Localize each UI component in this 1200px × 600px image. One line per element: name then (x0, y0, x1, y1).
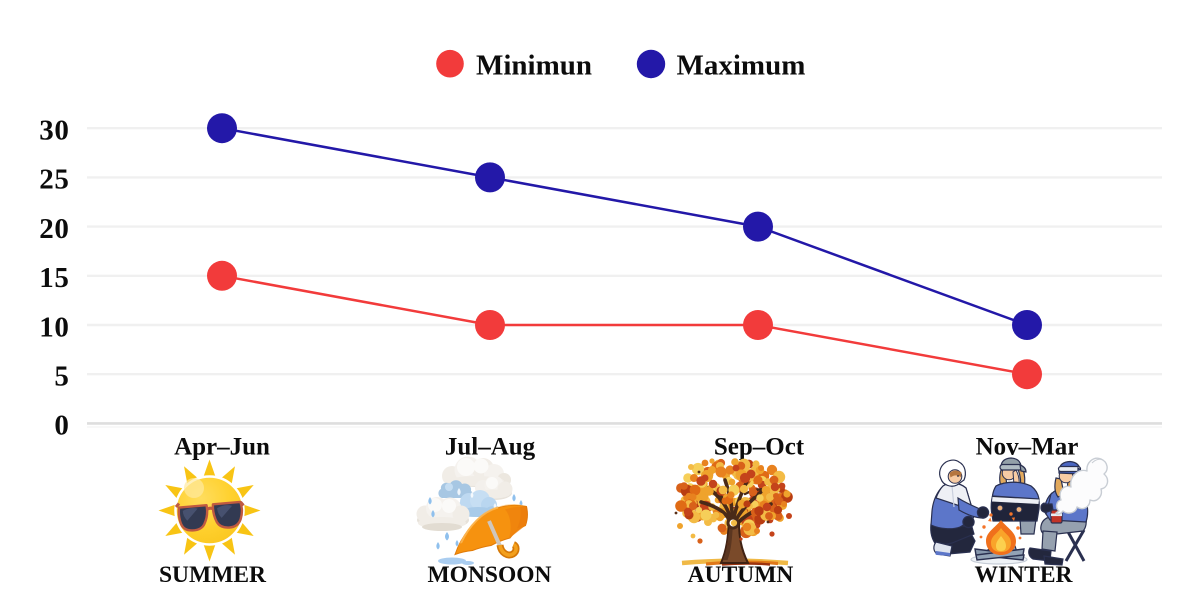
svg-text:Sep–Oct: Sep–Oct (714, 433, 805, 460)
svg-text:Apr–Jun: Apr–Jun (174, 433, 270, 460)
svg-text:Minimun: Minimun (476, 49, 592, 81)
svg-text:5: 5 (54, 361, 69, 393)
svg-text:Jul–Aug: Jul–Aug (445, 433, 536, 460)
svg-text:25: 25 (39, 164, 69, 196)
svg-text:WINTER: WINTER (975, 562, 1074, 588)
svg-text:10: 10 (39, 311, 69, 343)
svg-text:Nov–Mar: Nov–Mar (976, 433, 1079, 460)
svg-text:AUTUMN: AUTUMN (688, 562, 794, 588)
svg-text:Maximum: Maximum (677, 50, 806, 82)
svg-text:20: 20 (39, 213, 69, 245)
svg-text:0: 0 (54, 410, 69, 442)
svg-text:15: 15 (39, 262, 69, 294)
svg-text:30: 30 (39, 115, 69, 147)
svg-text:MONSOON: MONSOON (427, 562, 551, 588)
svg-text:SUMMER: SUMMER (159, 562, 267, 588)
